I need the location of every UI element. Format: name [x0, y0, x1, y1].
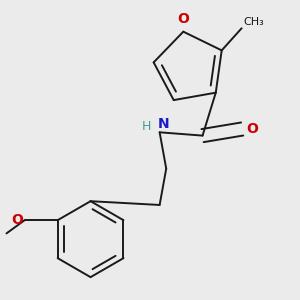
- Text: O: O: [11, 213, 23, 227]
- Text: H: H: [142, 120, 152, 133]
- Text: O: O: [246, 122, 258, 136]
- Text: CH₃: CH₃: [243, 16, 264, 27]
- Text: N: N: [158, 117, 169, 131]
- Text: O: O: [177, 12, 189, 26]
